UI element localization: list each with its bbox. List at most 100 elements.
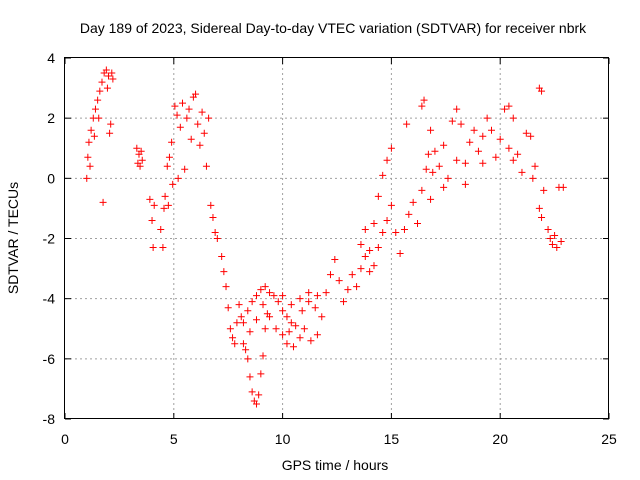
grid-lines <box>65 58 609 419</box>
data-point <box>285 328 293 336</box>
data-point <box>244 307 252 315</box>
data-point <box>98 78 106 86</box>
data-point <box>496 135 504 143</box>
data-point <box>91 105 99 113</box>
data-point <box>440 141 448 149</box>
data-point <box>226 325 234 333</box>
data-point <box>418 102 426 110</box>
data-point <box>173 111 181 119</box>
data-point <box>259 301 267 309</box>
x-tick-label: 10 <box>275 431 291 447</box>
data-point <box>252 400 260 408</box>
data-point <box>242 346 250 354</box>
y-tick-label: 4 <box>47 50 55 66</box>
data-point <box>148 216 156 224</box>
data-point <box>559 183 567 191</box>
data-point <box>165 153 173 161</box>
data-point <box>313 331 321 339</box>
data-point <box>298 307 306 315</box>
data-point <box>239 340 247 348</box>
data-point <box>479 159 487 167</box>
data-point <box>457 120 465 128</box>
data-point <box>87 126 95 134</box>
data-point <box>248 298 256 306</box>
y-tick-label: -6 <box>43 351 56 367</box>
chart-title: Day 189 of 2023, Sidereal Day-to-day VTE… <box>80 20 587 36</box>
data-point <box>344 286 352 294</box>
data-point <box>307 337 315 345</box>
plot-frame <box>64 57 609 419</box>
data-point <box>169 180 177 188</box>
data-point <box>246 373 254 381</box>
data-point <box>357 241 365 249</box>
data-point <box>551 231 559 239</box>
data-point <box>149 244 157 252</box>
data-point <box>90 132 98 140</box>
data-point <box>420 96 428 104</box>
data-point <box>83 174 91 182</box>
data-point <box>366 268 374 276</box>
data-point <box>305 298 313 306</box>
data-point <box>427 195 435 203</box>
data-point <box>105 72 113 80</box>
data-point <box>183 114 191 122</box>
data-point <box>527 132 535 140</box>
data-point <box>213 235 221 242</box>
data-point <box>505 102 513 110</box>
data-point <box>300 325 308 333</box>
data-point <box>326 271 334 279</box>
data-point <box>546 235 554 242</box>
data-point <box>522 129 530 137</box>
data-point <box>94 96 102 104</box>
data-point <box>99 198 107 206</box>
data-point <box>387 201 395 209</box>
x-tick-label: 25 <box>601 431 617 447</box>
data-point <box>108 69 116 77</box>
data-point <box>348 271 356 279</box>
data-point <box>179 99 187 107</box>
data-point <box>255 391 263 399</box>
data-point <box>239 319 247 327</box>
data-point <box>233 319 241 327</box>
data-points <box>83 66 567 408</box>
data-point <box>305 289 313 297</box>
data-point <box>171 102 179 110</box>
data-point <box>366 247 374 255</box>
data-point <box>272 325 280 333</box>
data-point <box>181 165 189 173</box>
data-point <box>161 192 169 200</box>
data-point <box>479 132 487 140</box>
y-tick-label: 0 <box>47 170 55 186</box>
data-point <box>466 138 474 146</box>
data-point <box>244 355 252 363</box>
data-point <box>370 262 378 270</box>
y-tick-label: 2 <box>47 110 55 126</box>
data-point <box>150 201 158 209</box>
y-axis-label: SDTVAR / TECUs <box>5 182 21 294</box>
data-point <box>96 87 104 95</box>
data-point <box>211 228 219 236</box>
data-point <box>159 244 167 252</box>
data-point <box>427 126 435 134</box>
data-point <box>279 307 287 315</box>
data-point <box>289 343 297 351</box>
data-point <box>461 159 469 167</box>
data-point <box>440 183 448 191</box>
data-point <box>422 165 430 173</box>
data-point <box>103 84 111 92</box>
data-point <box>86 162 94 170</box>
x-axis-label: GPS time / hours <box>282 457 389 473</box>
data-point <box>246 328 254 336</box>
data-point <box>185 105 193 113</box>
data-point <box>311 304 319 312</box>
data-point <box>257 286 265 294</box>
data-point <box>379 228 387 236</box>
data-point <box>266 313 274 321</box>
data-point <box>357 265 365 273</box>
data-point <box>194 120 202 128</box>
x-tick-label: 5 <box>170 431 178 447</box>
data-point <box>220 268 228 276</box>
data-point <box>287 319 295 327</box>
data-point <box>514 150 522 158</box>
data-point <box>218 253 226 261</box>
